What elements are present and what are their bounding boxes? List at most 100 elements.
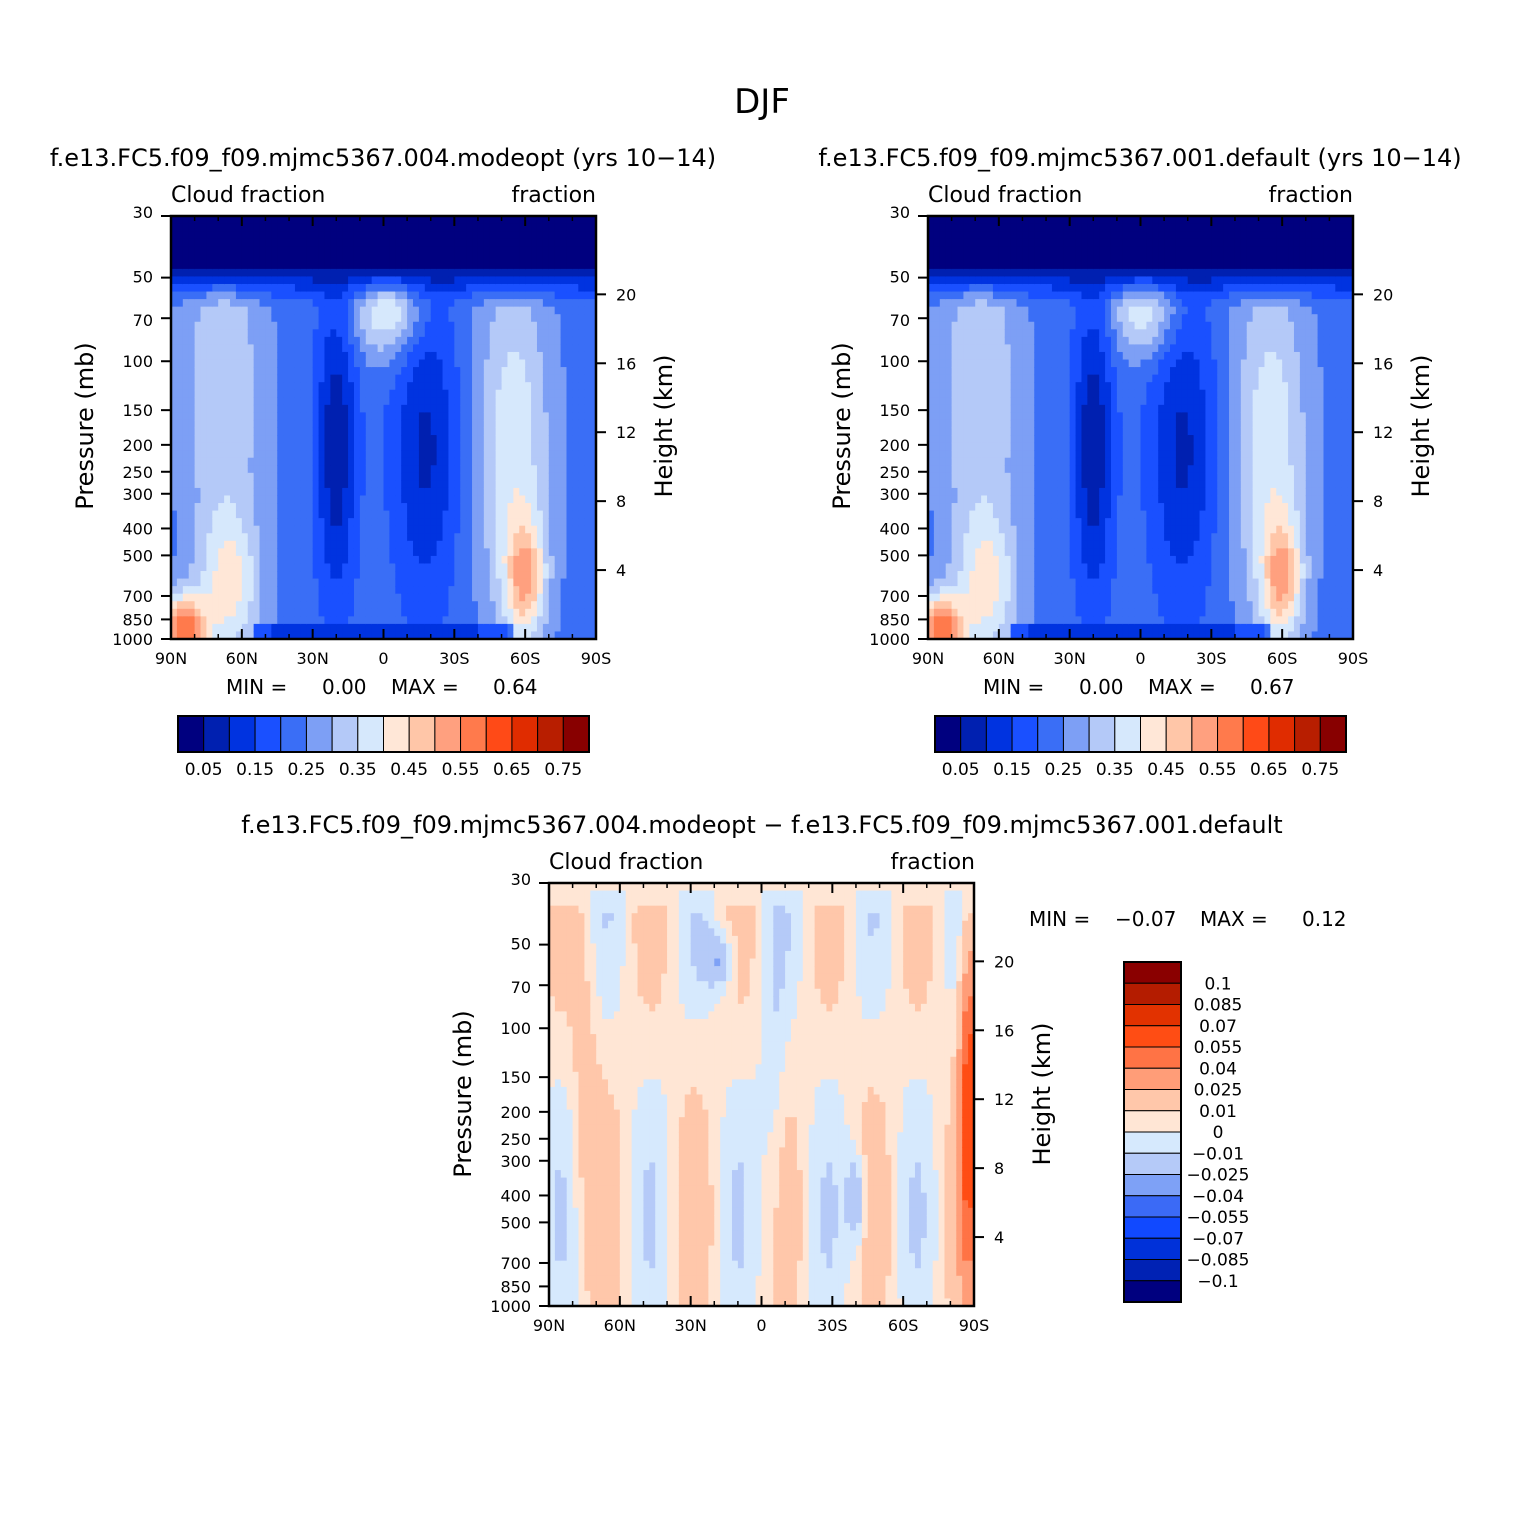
contour-cell bbox=[413, 419, 420, 429]
contour-cell bbox=[212, 435, 219, 444]
contour-cell bbox=[975, 283, 982, 293]
contour-cell bbox=[590, 344, 597, 353]
contour-cell bbox=[430, 503, 438, 512]
contour-cell bbox=[330, 563, 337, 572]
x-tick-label: 60N bbox=[226, 649, 258, 668]
contour-cell bbox=[454, 382, 461, 391]
contour-cell bbox=[194, 374, 202, 383]
contour-cell bbox=[277, 540, 284, 549]
contour-cell bbox=[933, 435, 941, 444]
contour-cell bbox=[230, 268, 237, 278]
contour-cell bbox=[578, 427, 585, 436]
contour-cell bbox=[283, 593, 290, 602]
contour-cell bbox=[312, 465, 320, 474]
contour-cell bbox=[489, 283, 497, 293]
contour-cell bbox=[365, 427, 373, 436]
contour-cell bbox=[536, 231, 544, 240]
contour-cell bbox=[283, 548, 290, 557]
contour-cell bbox=[365, 533, 373, 542]
contour-cell bbox=[460, 533, 467, 542]
contour-cell bbox=[418, 329, 426, 338]
contour-cell bbox=[418, 571, 426, 580]
contour-cell bbox=[513, 336, 520, 346]
contour-cell bbox=[200, 404, 208, 413]
contour-cell bbox=[330, 268, 337, 278]
contour-cell bbox=[501, 276, 509, 285]
contour-cell bbox=[235, 351, 243, 361]
contour-cell bbox=[560, 419, 568, 429]
contour-cell bbox=[477, 261, 485, 270]
contour-cell bbox=[407, 321, 414, 330]
contour-cell bbox=[536, 518, 544, 527]
contour-cell bbox=[389, 472, 396, 481]
contour-cell bbox=[969, 359, 976, 368]
contour-cell bbox=[560, 223, 568, 232]
contour-cell bbox=[424, 548, 432, 557]
contour-cell bbox=[389, 329, 396, 338]
contour-cell bbox=[477, 480, 485, 489]
contour-cell bbox=[194, 329, 202, 338]
contour-cell bbox=[259, 397, 267, 406]
contour-cell bbox=[218, 601, 225, 610]
contour-cell bbox=[348, 623, 355, 633]
contour-cell bbox=[536, 487, 544, 497]
contour-cell bbox=[212, 495, 219, 504]
contour-cell bbox=[413, 261, 420, 270]
contour-cell bbox=[353, 525, 361, 534]
contour-cell bbox=[306, 351, 314, 361]
contour-cell bbox=[939, 412, 947, 421]
contour-cell bbox=[241, 283, 249, 293]
contour-cell bbox=[1010, 351, 1018, 361]
contour-cell bbox=[525, 321, 532, 330]
contour-cell bbox=[259, 487, 267, 497]
contour-cell bbox=[407, 382, 414, 391]
contour-cell bbox=[353, 472, 361, 481]
contour-cell bbox=[383, 540, 390, 549]
contour-cell bbox=[1010, 457, 1018, 466]
contour-cell bbox=[928, 397, 935, 406]
contour-cell bbox=[442, 268, 450, 278]
contour-cell bbox=[188, 518, 196, 527]
contour-cell bbox=[277, 314, 284, 323]
contour-cell bbox=[957, 442, 965, 451]
contour-cell bbox=[933, 223, 941, 232]
contour-cell bbox=[454, 261, 461, 270]
contour-cell bbox=[353, 548, 361, 557]
contour-cell bbox=[289, 525, 296, 534]
contour-cell bbox=[981, 367, 988, 376]
contour-cell bbox=[554, 389, 562, 398]
contour-cell bbox=[359, 419, 367, 429]
contour-cell bbox=[477, 231, 485, 240]
contour-cell bbox=[401, 503, 408, 512]
contour-cell bbox=[442, 306, 450, 315]
contour-cell bbox=[590, 276, 597, 285]
panel-title: f.e13.FC5.f09_f09.mjmc5367.004.modeopt (… bbox=[50, 144, 716, 172]
contour-cell bbox=[542, 404, 550, 413]
contour-cell bbox=[987, 253, 994, 262]
contour-cell bbox=[176, 276, 184, 285]
contour-cell bbox=[489, 487, 497, 497]
contour-cell bbox=[330, 465, 337, 474]
contour-cell bbox=[206, 623, 213, 633]
contour-cell bbox=[1010, 382, 1018, 391]
contour-cell bbox=[188, 480, 196, 489]
contour-cell bbox=[294, 518, 302, 527]
contour-cell bbox=[188, 525, 196, 534]
contour-cell bbox=[566, 389, 573, 398]
contour-cell bbox=[182, 261, 190, 270]
contour-cell bbox=[218, 359, 225, 368]
contour-cell bbox=[430, 329, 438, 338]
contour-cell bbox=[265, 336, 272, 346]
contour-cell bbox=[206, 586, 213, 595]
contour-cell bbox=[987, 359, 994, 368]
contour-cell bbox=[951, 336, 959, 346]
contour-cell bbox=[247, 465, 255, 474]
contour-cell bbox=[413, 623, 420, 633]
contour-cell bbox=[963, 435, 970, 444]
contour-cell bbox=[987, 510, 994, 519]
contour-cell bbox=[247, 223, 255, 232]
contour-cell bbox=[247, 450, 255, 459]
contour-cell bbox=[969, 321, 976, 330]
contour-cell bbox=[253, 548, 261, 557]
contour-cell bbox=[460, 216, 467, 225]
